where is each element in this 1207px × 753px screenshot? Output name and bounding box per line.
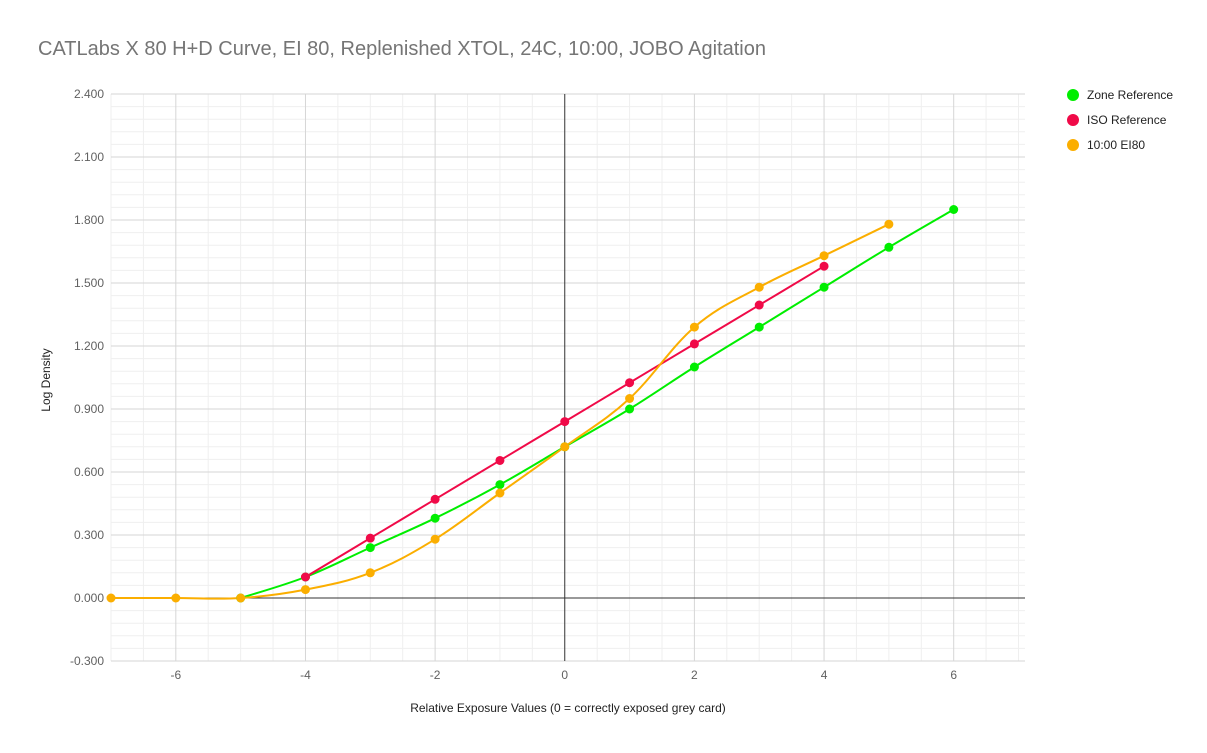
y-tick-label: 0.900	[74, 402, 104, 416]
x-tick-label: 6	[950, 668, 957, 682]
data-point-zone-reference	[949, 205, 959, 214]
data-point-10-00-ei80	[430, 534, 440, 544]
major-gridlines	[111, 93, 1025, 662]
data-point-10-00-ei80	[300, 585, 310, 595]
legend-marker-10-00-ei80	[1067, 139, 1079, 151]
data-point-10-00-ei80	[365, 568, 375, 578]
data-point-zone-reference	[365, 543, 375, 553]
y-tick-label: -0.300	[70, 654, 104, 668]
data-point-iso-reference	[754, 300, 764, 310]
y-tick-label: 1.800	[74, 213, 104, 227]
data-point-zone-reference	[625, 404, 635, 414]
y-axis-title: Log Density	[39, 348, 53, 411]
data-point-zone-reference	[754, 322, 764, 332]
data-point-iso-reference	[430, 494, 440, 504]
x-tick-labels: -6 -4 -2 0 2 4 6	[170, 668, 957, 682]
data-point-zone-reference	[689, 362, 699, 372]
data-point-zone-reference	[819, 282, 829, 292]
data-point-10-00-ei80	[560, 442, 570, 452]
data-point-iso-reference	[625, 378, 635, 388]
y-tick-label: 0.600	[74, 465, 104, 479]
x-tick-label: -2	[430, 668, 441, 682]
legend-marker-iso-reference	[1067, 114, 1079, 126]
series-line-zone-reference	[240, 208, 955, 599]
minor-gridlines	[110, 94, 1025, 661]
legend-label-10-00-ei80: 10:00 EI80	[1087, 138, 1145, 152]
x-tick-label: 0	[561, 668, 568, 682]
series-points	[106, 205, 959, 603]
legend: Zone Reference ISO Reference 10:00 EI80	[1067, 88, 1173, 152]
y-tick-labels: -0.300 0.000 0.300 0.600 0.900 1.200 1.500 1.80…	[70, 87, 104, 668]
data-point-iso-reference	[365, 533, 375, 543]
y-tick-label: 2.400	[74, 87, 104, 101]
y-tick-label: 1.200	[74, 339, 104, 353]
data-point-10-00-ei80	[625, 394, 635, 403]
x-tick-label: -4	[300, 668, 311, 682]
data-point-10-00-ei80	[819, 251, 829, 261]
data-point-zone-reference	[430, 513, 440, 523]
data-point-10-00-ei80	[754, 282, 764, 292]
data-point-10-00-ei80	[171, 593, 181, 603]
legend-marker-zone-reference	[1067, 89, 1079, 101]
data-point-10-00-ei80	[106, 593, 116, 603]
zero-axes	[111, 94, 1025, 661]
data-point-iso-reference	[560, 417, 570, 427]
data-point-iso-reference	[819, 261, 829, 271]
data-point-10-00-ei80	[236, 593, 246, 603]
data-point-10-00-ei80	[884, 219, 894, 229]
legend-label-zone-reference: Zone Reference	[1087, 88, 1173, 102]
y-tick-label: 2.100	[74, 150, 104, 164]
x-tick-label: -6	[170, 668, 181, 682]
data-point-10-00-ei80	[689, 322, 699, 332]
data-point-zone-reference	[495, 480, 505, 490]
y-tick-label: 0.300	[74, 528, 104, 542]
legend-label-iso-reference: ISO Reference	[1087, 113, 1167, 127]
data-point-iso-reference	[300, 572, 310, 582]
y-tick-label: 1.500	[74, 276, 104, 290]
x-tick-label: 2	[691, 668, 698, 682]
data-point-iso-reference	[689, 339, 699, 349]
data-point-iso-reference	[495, 455, 505, 465]
x-axis-title: Relative Exposure Values (0 = correctly …	[410, 701, 726, 715]
data-point-10-00-ei80	[495, 488, 505, 498]
data-point-zone-reference	[884, 242, 894, 252]
x-tick-label: 4	[821, 668, 828, 682]
chart-title: CATLabs X 80 H+D Curve, EI 80, Replenish…	[38, 38, 766, 60]
y-tick-label: 0.000	[74, 591, 104, 605]
